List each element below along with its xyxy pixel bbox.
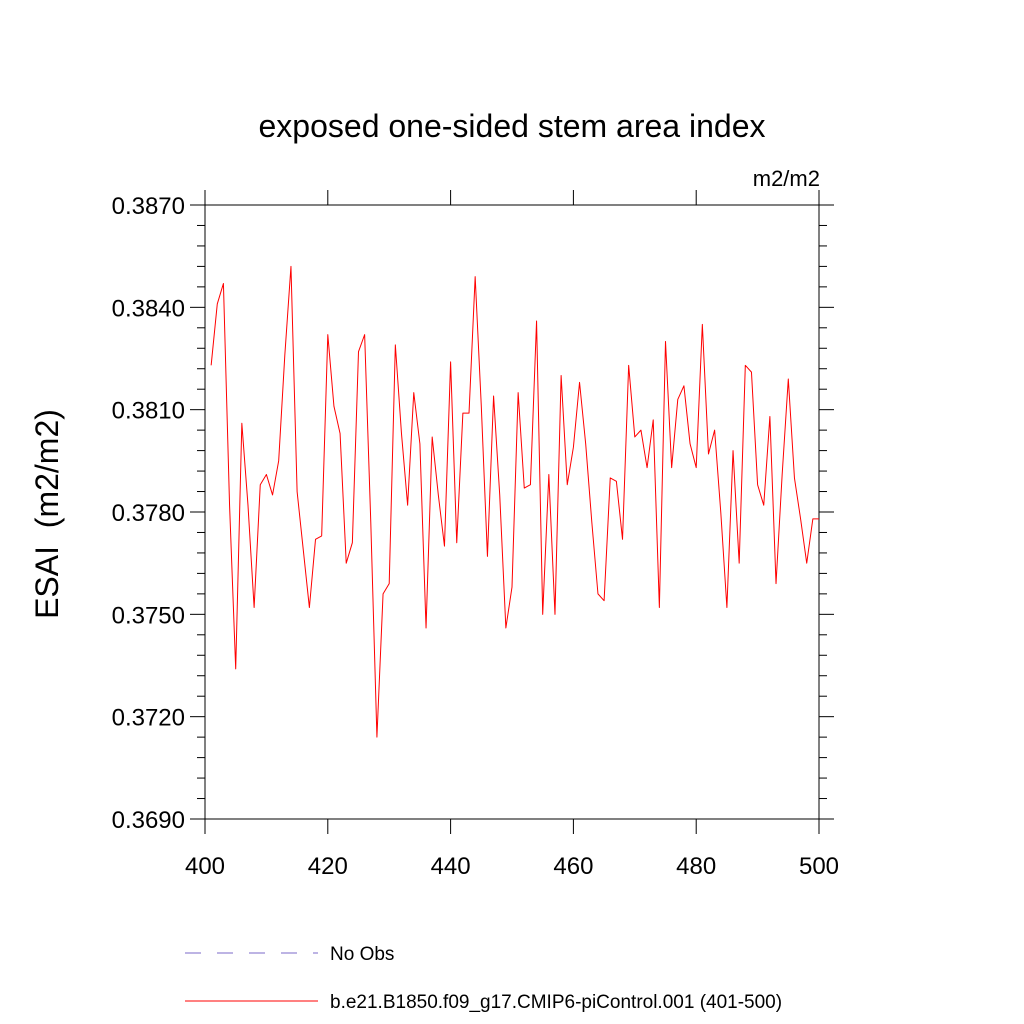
- units-label: m2/m2: [753, 166, 820, 191]
- x-tick-labels: 400 420 440 460 480 500: [185, 853, 839, 880]
- y-tick-label: 0.3690: [112, 807, 185, 834]
- y-tick-label: 0.3870: [112, 193, 185, 220]
- legend-label-no-obs: No Obs: [330, 944, 394, 965]
- x-tick-label: 500: [799, 853, 839, 880]
- y-tick-label: 0.3720: [112, 705, 185, 732]
- x-tick-label: 400: [185, 853, 225, 880]
- y-tick-label: 0.3780: [112, 500, 185, 527]
- x-tick-label: 440: [431, 853, 471, 880]
- y-tick-label: 0.3750: [112, 602, 185, 629]
- y-axis-label: ESAI (m2/m2): [29, 409, 65, 619]
- y-tick-label: 0.3810: [112, 398, 185, 425]
- y-tick-label: 0.3840: [112, 295, 185, 322]
- axis-ticks: [190, 190, 834, 834]
- y-tick-labels: 0.3690 0.3720 0.3750 0.3780 0.3810 0.3840 0.38…: [112, 193, 185, 834]
- plot-frame: [204, 204, 820, 820]
- series-line: [210, 265, 819, 738]
- x-tick-label: 420: [308, 853, 348, 880]
- x-tick-label: 480: [676, 853, 716, 880]
- x-tick-label: 460: [553, 853, 593, 880]
- legend: No Obs b.e21.B1850.f09_g17.CMIP6-piContr…: [185, 944, 782, 1013]
- data-series: [210, 265, 819, 738]
- legend-label-control: b.e21.B1850.f09_g17.CMIP6-piControl.001 …: [330, 992, 782, 1013]
- chart-title: exposed one-sided stem area index: [259, 108, 766, 144]
